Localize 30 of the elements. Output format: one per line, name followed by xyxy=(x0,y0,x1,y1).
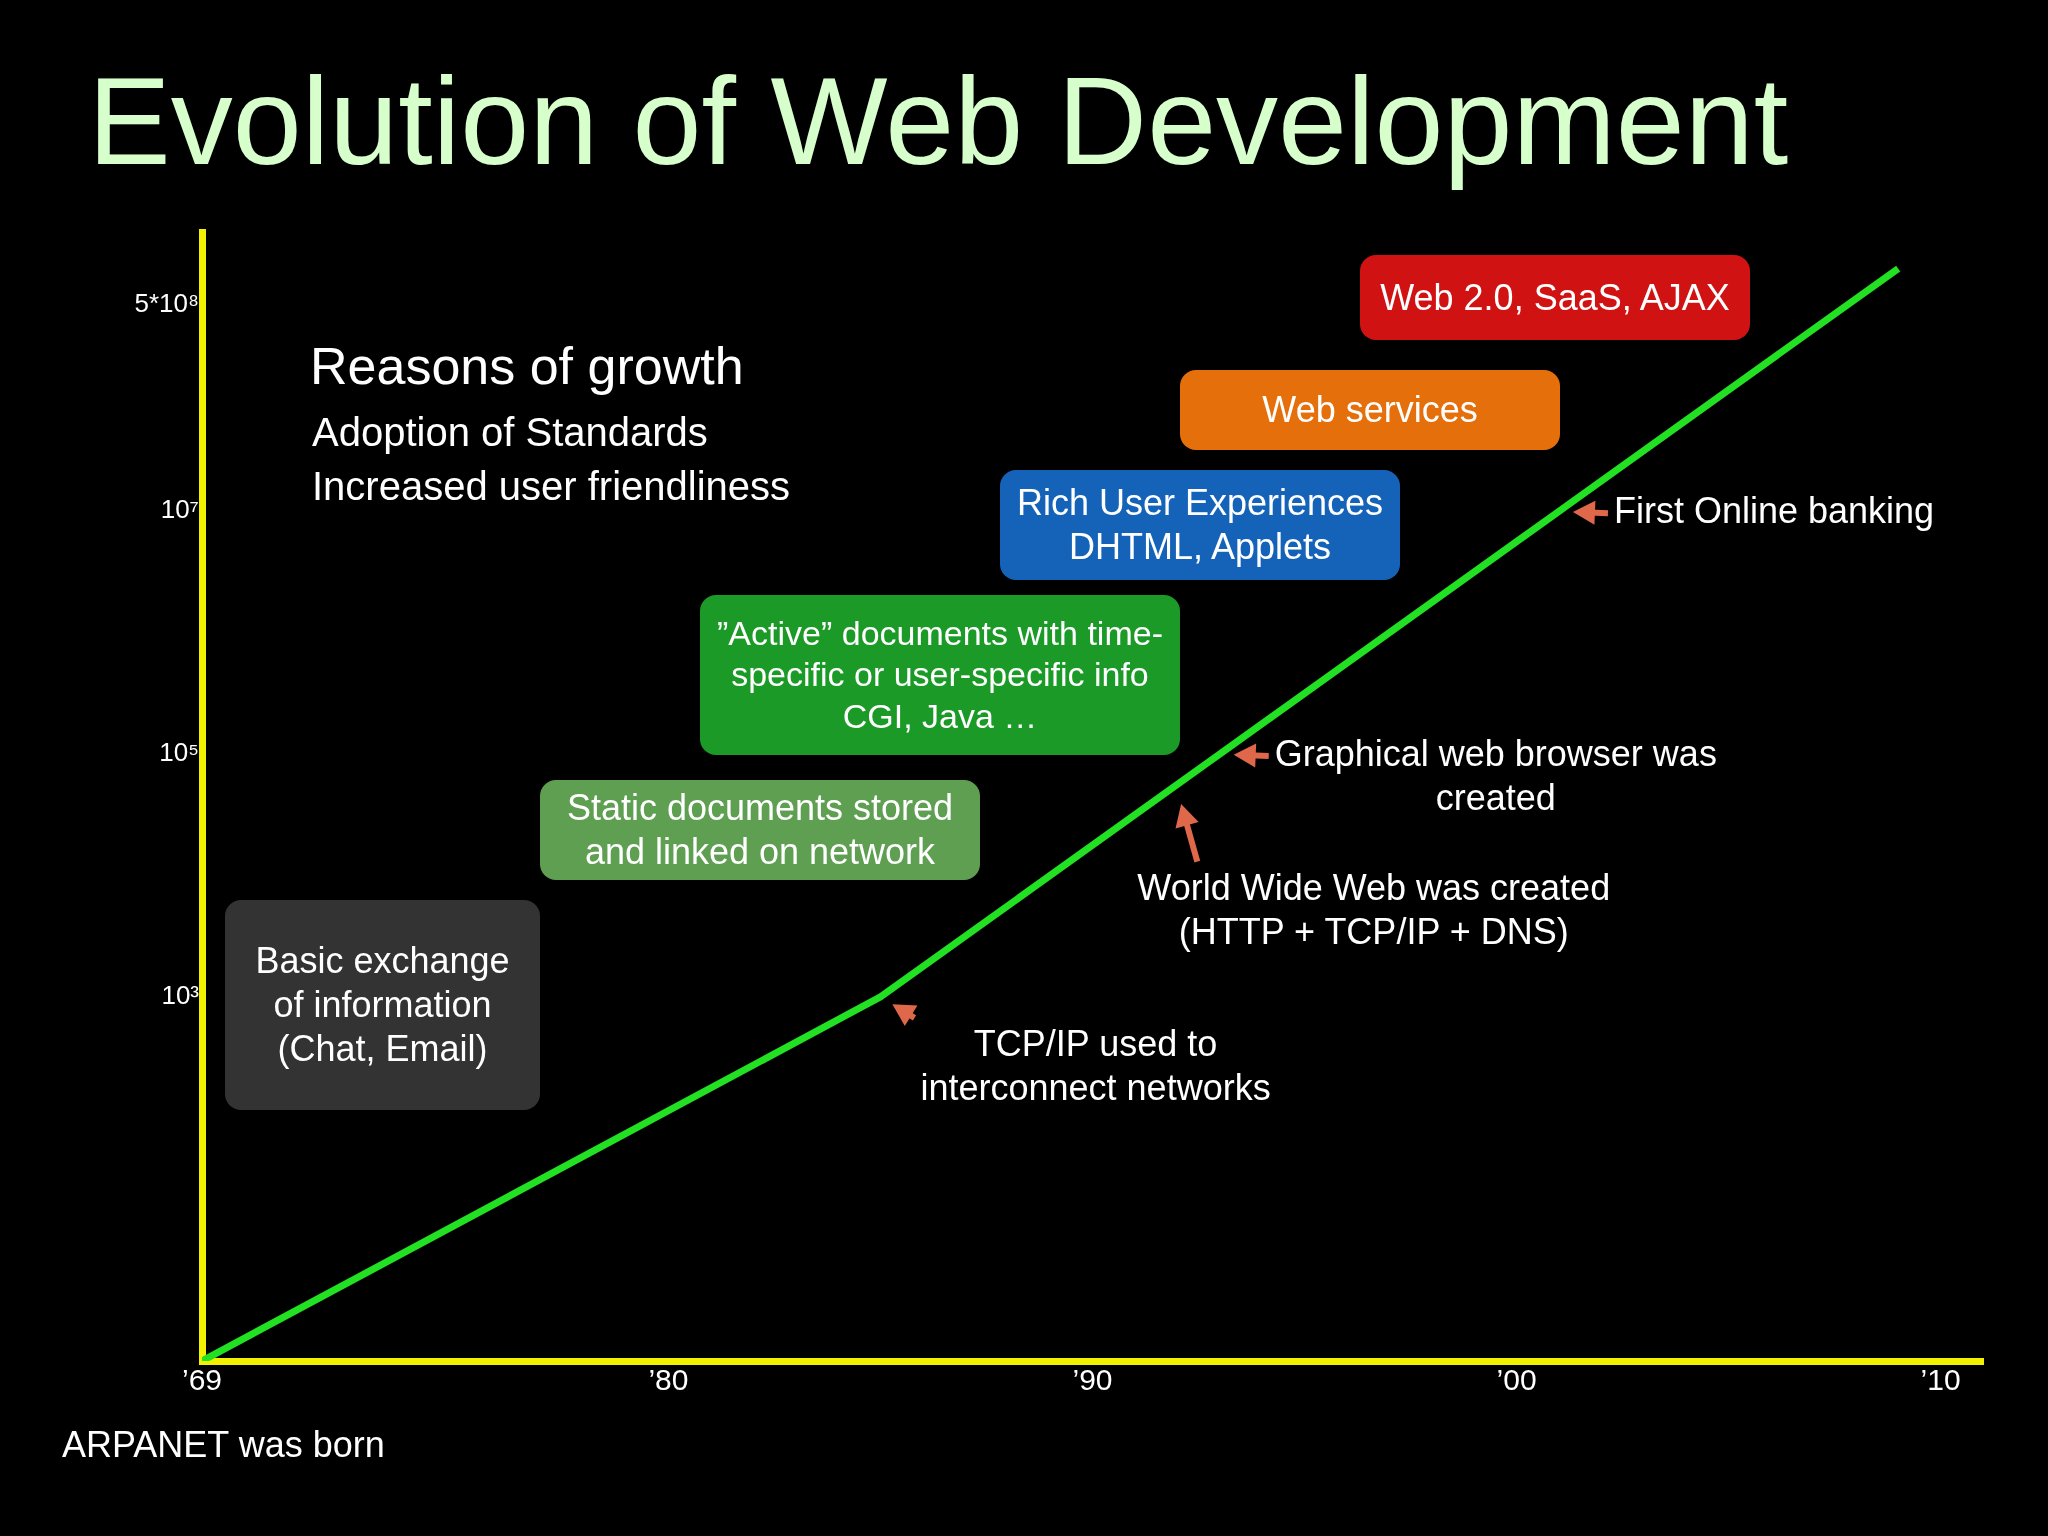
annotation: ARPANET was born xyxy=(62,1423,385,1467)
rounded-box: Web services xyxy=(1180,370,1560,450)
annotation: Rich User Experiences DHTML, Applets xyxy=(1016,481,1384,569)
annotation: World Wide Web was created (HTTP + TCP/IP + DNS) xyxy=(1137,865,1611,954)
rounded-box: Rich User Experiences DHTML, Applets xyxy=(1000,470,1400,580)
rounded-box: ”Active” documents with time- specific or user-specific info CGI, Java … xyxy=(700,595,1180,755)
annotation: Web 2.0, SaaS, AJAX xyxy=(1380,275,1730,320)
annotation: TCP/IP used to interconnect networks xyxy=(920,1021,1271,1110)
x-tick-label: ’80 xyxy=(648,1363,689,1397)
y-tick-label: 10⁵ xyxy=(159,737,199,768)
annotation: Web services xyxy=(1262,388,1478,432)
x-tick-label: ’00 xyxy=(1496,1363,1537,1397)
annotation: First Online banking xyxy=(1613,489,1935,534)
rounded-box: Basic exchange of information (Chat, Email) xyxy=(225,900,540,1110)
annotation: Basic exchange of information (Chat, Email) xyxy=(255,939,510,1071)
x-tick-label: ’10 xyxy=(1920,1363,1961,1397)
annotation: Reasons of growth xyxy=(310,336,744,397)
annotation: Static documents stored and linked on network xyxy=(566,786,954,874)
rounded-box: Static documents stored and linked on network xyxy=(540,780,980,880)
y-tick-label: 10⁷ xyxy=(160,494,199,525)
rounded-box: Web 2.0, SaaS, AJAX xyxy=(1360,255,1750,340)
annotation: Adoption of Standards xyxy=(312,409,708,456)
annotation: Graphical web browser was created xyxy=(1274,732,1717,820)
chart-title: Evolution of Web Development xyxy=(88,51,1789,192)
annotation: Increased user friendliness xyxy=(312,463,791,510)
x-tick-label: ’69 xyxy=(181,1363,223,1397)
x-tick-label: ’90 xyxy=(1072,1363,1113,1397)
y-tick-label: 10³ xyxy=(161,980,200,1011)
y-tick-label: 5*10⁸ xyxy=(134,288,199,319)
annotation: ”Active” documents with time- specific or user-specific info CGI, Java … xyxy=(717,612,1163,737)
